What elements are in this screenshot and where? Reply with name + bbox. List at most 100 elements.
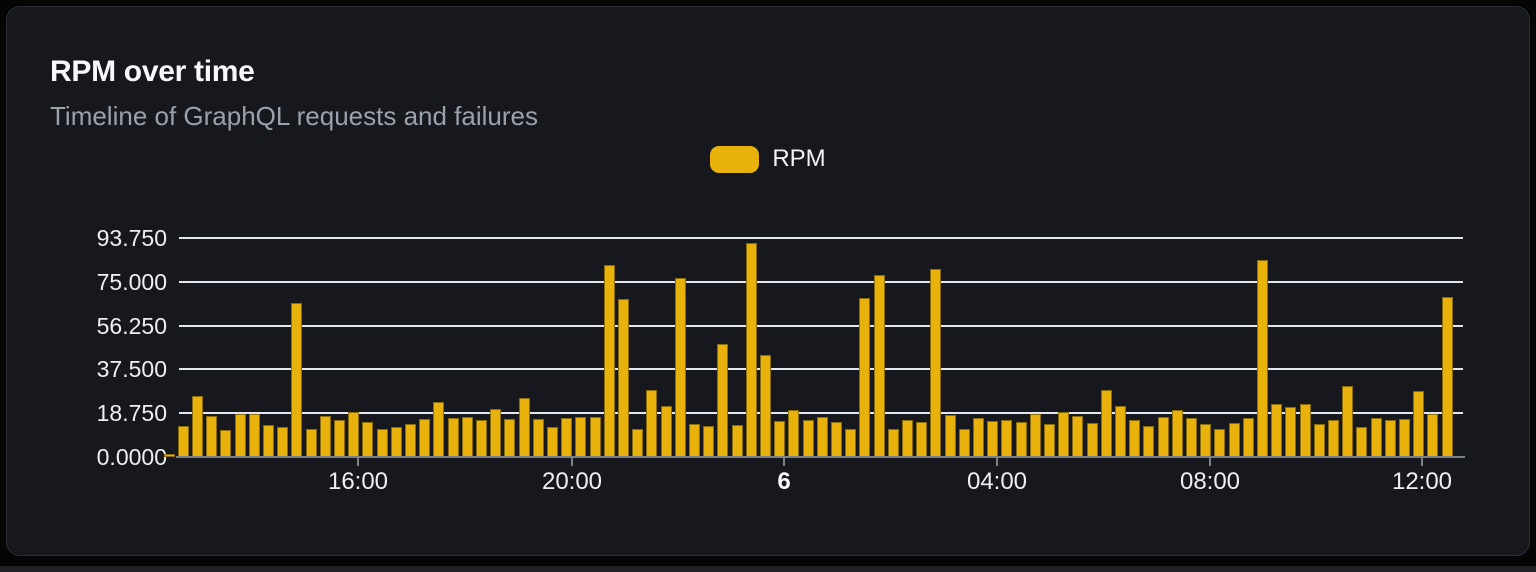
rpm-bar[interactable] bbox=[958, 429, 970, 457]
rpm-bar[interactable] bbox=[419, 418, 431, 457]
rpm-bar[interactable] bbox=[987, 421, 999, 457]
rpm-bar[interactable] bbox=[674, 278, 686, 457]
rpm-bar[interactable] bbox=[234, 414, 246, 457]
rpm-bar[interactable] bbox=[305, 428, 317, 457]
rpm-bar[interactable] bbox=[901, 420, 913, 457]
rpm-bar[interactable] bbox=[546, 427, 558, 457]
rpm-bar[interactable] bbox=[248, 414, 260, 457]
rpm-bar[interactable] bbox=[1001, 420, 1013, 457]
rpm-bar[interactable] bbox=[930, 268, 942, 457]
rpm-bar[interactable] bbox=[916, 422, 928, 457]
rpm-bar[interactable] bbox=[433, 402, 445, 457]
y-tick-label: 93.750 bbox=[96, 225, 167, 251]
rpm-bar[interactable] bbox=[887, 429, 899, 457]
rpm-bar[interactable] bbox=[646, 389, 658, 457]
rpm-bar[interactable] bbox=[859, 298, 871, 457]
rpm-bar[interactable] bbox=[731, 425, 743, 457]
rpm-bar[interactable] bbox=[1384, 419, 1396, 457]
rpm-bar[interactable] bbox=[319, 416, 331, 457]
rpm-bar[interactable] bbox=[603, 264, 615, 457]
rpm-bar[interactable] bbox=[1129, 420, 1141, 457]
rpm-bar[interactable] bbox=[177, 425, 189, 457]
rpm-bar[interactable] bbox=[1441, 296, 1453, 457]
rpm-bar[interactable] bbox=[759, 355, 771, 457]
rpm-bar[interactable] bbox=[1143, 425, 1155, 457]
rpm-bar[interactable] bbox=[277, 427, 289, 457]
rpm-bar[interactable] bbox=[717, 343, 729, 457]
rpm-bar[interactable] bbox=[1058, 412, 1070, 457]
rpm-bar[interactable] bbox=[333, 419, 345, 457]
rpm-bar[interactable] bbox=[816, 416, 828, 457]
x-tick-mark bbox=[996, 457, 998, 466]
rpm-bar[interactable] bbox=[1072, 416, 1084, 457]
rpm-bar[interactable] bbox=[873, 274, 885, 457]
rpm-bar[interactable] bbox=[1242, 418, 1254, 457]
rpm-bar[interactable] bbox=[944, 415, 956, 457]
rpm-bar[interactable] bbox=[291, 303, 303, 457]
rpm-bar[interactable] bbox=[1413, 391, 1425, 457]
rpm-bar[interactable] bbox=[191, 396, 203, 457]
rpm-bar[interactable] bbox=[774, 421, 786, 457]
rpm-bar[interactable] bbox=[1029, 414, 1041, 457]
rpm-bar[interactable] bbox=[447, 418, 459, 457]
rpm-bar[interactable] bbox=[617, 299, 629, 457]
rpm-bar[interactable] bbox=[532, 419, 544, 457]
x-tick-label: 08:00 bbox=[1179, 468, 1241, 495]
rpm-bar[interactable] bbox=[163, 454, 175, 457]
x-tick-label: 20:00 bbox=[541, 468, 603, 495]
rpm-bar[interactable] bbox=[1200, 423, 1212, 457]
rpm-bar[interactable] bbox=[1171, 409, 1183, 457]
rpm-bar[interactable] bbox=[1342, 386, 1354, 457]
rpm-bar[interactable] bbox=[660, 406, 672, 457]
rpm-bar[interactable] bbox=[1356, 427, 1368, 457]
rpm-bar[interactable] bbox=[1313, 424, 1325, 457]
rpm-bar[interactable] bbox=[362, 421, 374, 457]
rpm-bar[interactable] bbox=[376, 429, 388, 457]
rpm-bar[interactable] bbox=[845, 428, 857, 457]
rpm-bar[interactable] bbox=[1370, 417, 1382, 457]
rpm-bar[interactable] bbox=[575, 417, 587, 457]
rpm-bar[interactable] bbox=[632, 428, 644, 457]
rpm-bar[interactable] bbox=[1185, 417, 1197, 457]
rpm-bar[interactable] bbox=[490, 408, 502, 457]
rpm-bar[interactable] bbox=[1214, 428, 1226, 457]
rpm-bar[interactable] bbox=[1157, 417, 1169, 457]
rpm-bar[interactable] bbox=[830, 421, 842, 457]
rpm-bar[interactable] bbox=[589, 417, 601, 457]
rpm-bar[interactable] bbox=[688, 423, 700, 457]
rpm-bar[interactable] bbox=[1327, 419, 1339, 457]
x-tick-label: 12:00 bbox=[1391, 468, 1453, 495]
rpm-bar[interactable] bbox=[1086, 422, 1098, 457]
rpm-bar[interactable] bbox=[390, 427, 402, 457]
x-tick-label: 04:00 bbox=[966, 468, 1028, 495]
rpm-bar[interactable] bbox=[206, 416, 218, 457]
rpm-bar[interactable] bbox=[404, 423, 416, 457]
rpm-bar[interactable] bbox=[504, 419, 516, 457]
legend-swatch-rpm-icon[interactable] bbox=[710, 145, 760, 173]
rpm-bar[interactable] bbox=[1299, 403, 1311, 457]
rpm-bar[interactable] bbox=[788, 410, 800, 457]
rpm-bar[interactable] bbox=[1271, 403, 1283, 457]
rpm-bar[interactable] bbox=[703, 425, 715, 457]
rpm-bar[interactable] bbox=[972, 418, 984, 457]
rpm-bar[interactable] bbox=[1015, 421, 1027, 457]
rpm-bar[interactable] bbox=[1256, 260, 1268, 457]
rpm-bar[interactable] bbox=[475, 419, 487, 457]
rpm-bar[interactable] bbox=[561, 417, 573, 457]
rpm-bar[interactable] bbox=[1285, 407, 1297, 457]
rpm-bar[interactable] bbox=[518, 397, 530, 457]
rpm-bar[interactable] bbox=[348, 411, 360, 457]
rpm-bar[interactable] bbox=[1100, 390, 1112, 457]
rpm-bar[interactable] bbox=[461, 417, 473, 457]
rpm-bar[interactable] bbox=[1398, 418, 1410, 457]
rpm-bar[interactable] bbox=[745, 243, 757, 457]
rpm-bar[interactable] bbox=[262, 425, 274, 457]
gridline bbox=[179, 368, 1463, 371]
rpm-bar[interactable] bbox=[1228, 422, 1240, 457]
legend-label-rpm[interactable]: RPM bbox=[772, 145, 826, 172]
rpm-bar[interactable] bbox=[1114, 406, 1126, 457]
rpm-bar[interactable] bbox=[802, 420, 814, 457]
rpm-bar[interactable] bbox=[1427, 414, 1439, 457]
rpm-bar[interactable] bbox=[220, 429, 232, 457]
rpm-bar[interactable] bbox=[1043, 423, 1055, 457]
